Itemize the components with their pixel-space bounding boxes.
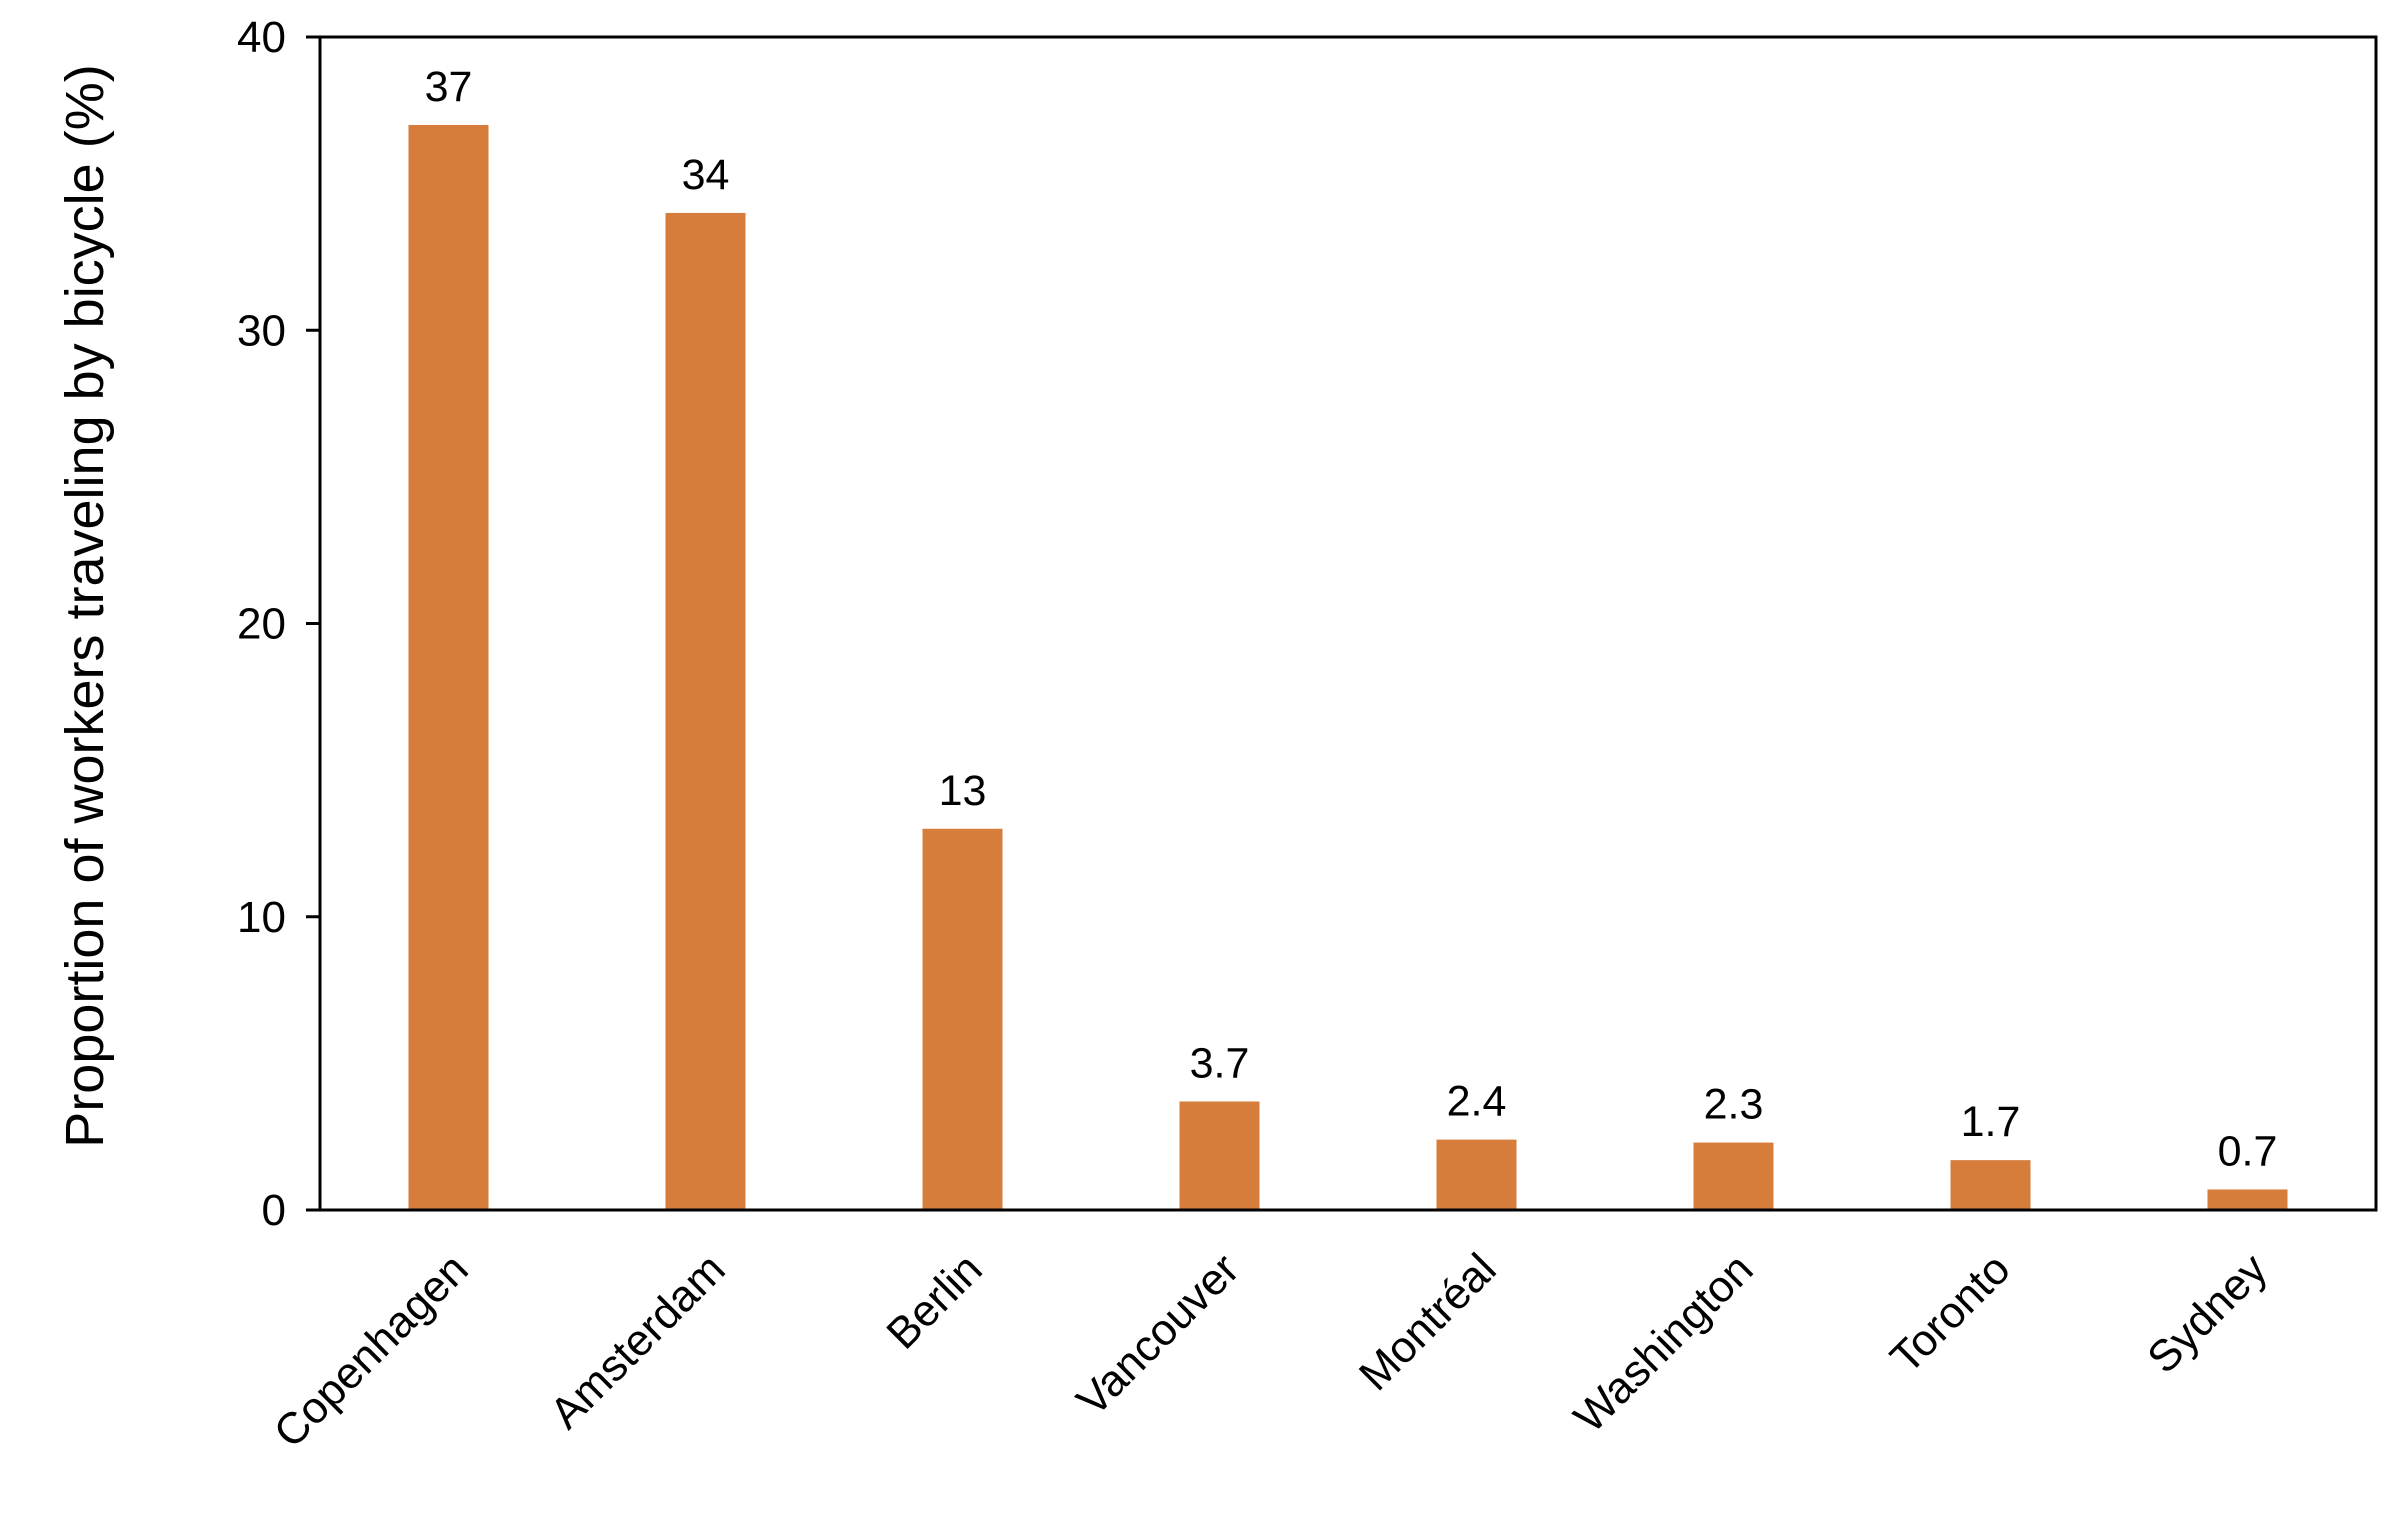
bar-washington (1693, 1142, 1774, 1210)
x-tick-label: Amsterdam (541, 1244, 735, 1438)
x-tick-label: Montréal (1350, 1244, 1506, 1400)
y-tick-label: 30 (237, 306, 286, 355)
x-tick-label: Vancouver (1067, 1244, 1248, 1425)
bar-montr-al (1436, 1139, 1517, 1210)
bars-layer (408, 124, 2288, 1211)
data-label: 1.7 (1961, 1098, 2021, 1146)
bar-berlin (922, 828, 1003, 1210)
x-tick-label: Washington (1565, 1244, 1763, 1442)
bar-amsterdam (665, 212, 746, 1210)
x-tick-label: Sydney (2138, 1244, 2276, 1382)
plot-frame (318, 35, 2378, 1212)
y-tick-label: 40 (237, 13, 286, 62)
y-axis-title: Proportion of workers traveling by bicyc… (55, 64, 115, 1147)
x-tick-label: Berlin (877, 1244, 991, 1358)
x-tick-label: Toronto (1881, 1244, 2019, 1382)
y-axis-ticks: 0 10 20 30 40 (237, 13, 320, 1235)
plot-frame-layer (318, 35, 2378, 1212)
data-label: 2.4 (1447, 1078, 1507, 1126)
bar-toronto (1950, 1160, 2031, 1210)
data-label: 37 (425, 63, 473, 111)
bar-copenhagen (408, 124, 489, 1211)
data-label: 2.3 (1704, 1081, 1764, 1129)
y-tick-label: 10 (237, 893, 286, 942)
data-labels: 37 34 13 3.7 2.4 2.3 1.7 0.7 (425, 63, 2278, 1175)
x-axis-category-labels: Copenhagen Amsterdam Berlin Vancouver Montré… (265, 1244, 2277, 1457)
data-label: 0.7 (2218, 1127, 2278, 1175)
y-tick-label: 20 (237, 600, 286, 649)
bar-vancouver (1179, 1101, 1260, 1210)
data-label: 34 (682, 151, 730, 199)
bar-sydney (2207, 1189, 2288, 1210)
data-label: 13 (939, 767, 987, 815)
y-tick-label: 0 (262, 1186, 286, 1235)
data-label: 3.7 (1190, 1039, 1250, 1087)
x-tick-label: Copenhagen (265, 1244, 478, 1457)
